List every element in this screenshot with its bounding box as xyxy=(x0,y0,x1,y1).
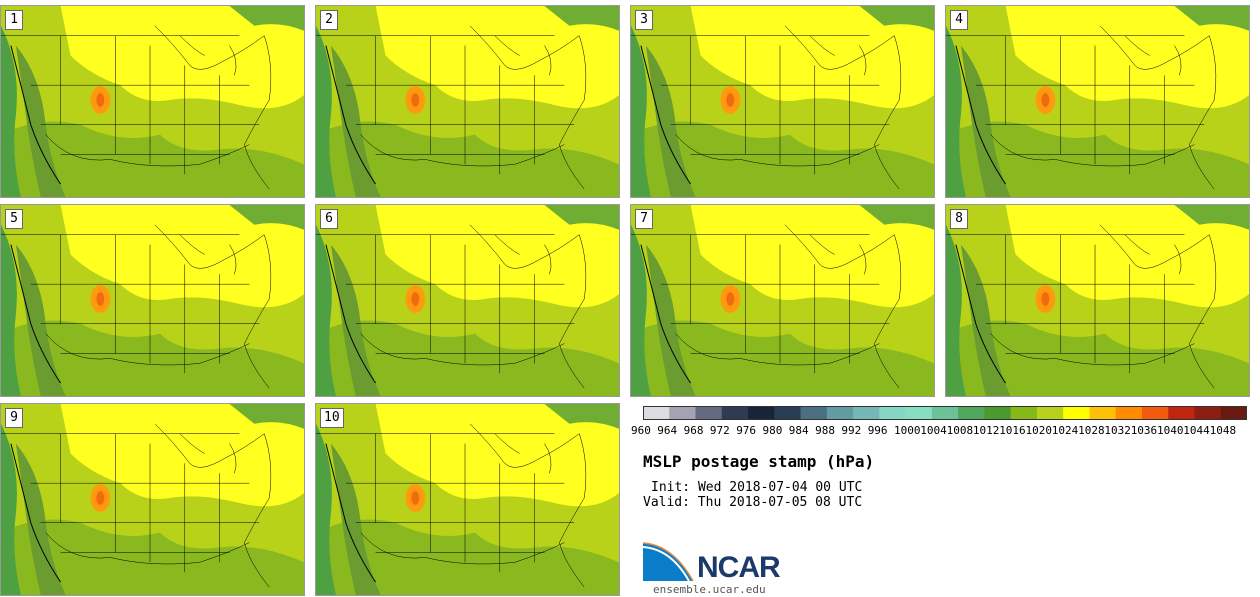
colorbar-tick-label: 1020 xyxy=(1025,424,1053,437)
colorbar-tick-label: 1012 xyxy=(972,424,1000,437)
colorbar-tick-label: 1004 xyxy=(920,424,947,437)
valid-time: Valid: Thu 2018-07-05 08 UTC xyxy=(643,495,863,510)
colorbar-swatch xyxy=(984,406,1012,420)
colorbar-swatch xyxy=(1168,406,1195,420)
colorbar-tick-label: 960 xyxy=(631,424,651,437)
colorbar-swatch xyxy=(1115,406,1143,420)
colorbar-tick-label: 1036 xyxy=(1130,424,1158,437)
colorbar-tick-label: 1028 xyxy=(1078,424,1105,437)
colorbar-tick-label: 964 xyxy=(657,424,678,437)
colorbar-swatch xyxy=(1089,406,1117,420)
map-panel: 6 xyxy=(315,204,620,397)
panel-label: 2 xyxy=(320,10,338,30)
panel-label: 5 xyxy=(5,209,23,229)
colorbar-tick-label: 992 xyxy=(841,424,862,437)
colorbar-swatch xyxy=(721,406,749,420)
colorbar-swatch xyxy=(669,406,697,420)
colorbar-swatch xyxy=(905,406,933,420)
logo-text: NCAR xyxy=(697,551,781,584)
colorbar-swatch xyxy=(853,406,880,420)
ncar-logo-icon xyxy=(643,542,694,582)
chart-title: MSLP postage stamp (hPa) xyxy=(643,452,875,471)
colorbar-swatch xyxy=(748,406,775,420)
colorbar-tick-label: 1016 xyxy=(999,424,1026,437)
colorbar-tick-label: 1048 xyxy=(1209,424,1237,437)
panel-label: 9 xyxy=(5,408,23,428)
colorbar-swatch xyxy=(958,406,985,420)
map-panel: 2 xyxy=(315,5,620,198)
colorbar-tick-label: 1044 xyxy=(1183,424,1210,437)
colorbar xyxy=(643,405,1248,420)
colorbar-swatch xyxy=(695,406,723,420)
colorbar-tick-label: 1040 xyxy=(1157,424,1184,437)
panel-label: 4 xyxy=(950,10,968,30)
panel-label: 8 xyxy=(950,209,968,229)
colorbar-ticks: 960 964 968 972 976 980 984 988 992 996 1000 1004 10… xyxy=(631,424,1251,438)
colorbar-tick-label: 996 xyxy=(867,424,888,437)
colorbar-swatch xyxy=(1063,406,1090,420)
colorbar-swatch xyxy=(826,406,854,420)
colorbar-tick-label: 984 xyxy=(788,424,809,437)
colorbar-tick-label: 980 xyxy=(762,424,783,437)
panel-label: 7 xyxy=(635,209,653,229)
map-panel: 3 xyxy=(630,5,935,198)
map-panel: 8 xyxy=(945,204,1250,397)
colorbar-tick-label: 976 xyxy=(736,424,757,437)
map-panel: 10 xyxy=(315,403,620,596)
colorbar-tick-label: 968 xyxy=(683,424,704,437)
panel-label: 6 xyxy=(320,209,338,229)
map-panel: 5 xyxy=(0,204,305,397)
colorbar-swatch xyxy=(1194,406,1222,420)
colorbar-swatch xyxy=(931,406,959,420)
map-panel: 9 xyxy=(0,403,305,596)
colorbar-tick-label: 1000 xyxy=(894,424,921,437)
panel-label: 10 xyxy=(320,408,344,428)
map-panel: 4 xyxy=(945,5,1250,198)
colorbar-tick-label: 1032 xyxy=(1104,424,1131,437)
panel-label: 1 xyxy=(5,10,23,30)
map-panel: 7 xyxy=(630,204,935,397)
map-panel: 1 xyxy=(0,5,305,198)
colorbar-tick-label: 1024 xyxy=(1051,424,1079,437)
website-url: ensemble.ucar.edu xyxy=(653,583,766,596)
colorbar-swatch xyxy=(879,406,907,420)
colorbar-tick-label: 1008 xyxy=(946,424,974,437)
init-time: Init: Wed 2018-07-04 00 UTC xyxy=(651,480,863,495)
colorbar-tick-label: 972 xyxy=(709,424,730,437)
colorbar-swatch xyxy=(774,406,802,420)
panel-label: 3 xyxy=(635,10,653,30)
colorbar-swatch xyxy=(1220,406,1248,420)
colorbar-swatch xyxy=(1036,406,1064,420)
colorbar-swatch xyxy=(1010,406,1038,420)
colorbar-swatch xyxy=(800,406,828,420)
colorbar-tick-label: 988 xyxy=(815,424,835,437)
colorbar-swatch xyxy=(643,406,670,420)
colorbar-swatch xyxy=(1141,406,1169,420)
